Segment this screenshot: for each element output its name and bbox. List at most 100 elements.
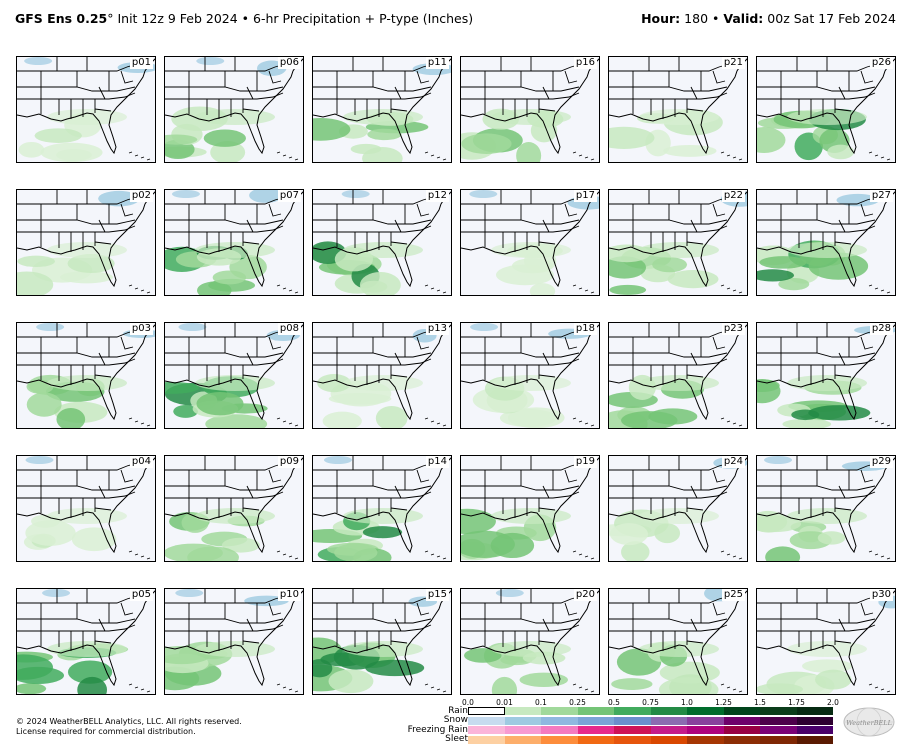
coastline [461,457,599,554]
precip-area [802,659,853,673]
state-border [564,602,578,616]
state-border [686,108,704,112]
island-outline [738,557,743,560]
island-outline [294,690,299,693]
island-outline [584,555,589,558]
island-outline [880,688,885,691]
state-border [120,469,134,483]
state-border [461,618,580,624]
state-border [165,485,284,491]
island-outline [128,683,133,686]
member-label: p06 [277,57,301,69]
state-border [242,374,260,378]
legend-swatch [796,707,833,715]
state-border [609,86,728,92]
legend-swatch [468,735,505,744]
island-outline [430,420,435,423]
ensemble-member-panel: p01 [16,56,156,163]
member-label: p07 [277,190,301,202]
island-outline [578,553,583,556]
legend-color-row [468,707,833,715]
precip-map [165,456,303,561]
state-border [313,618,432,624]
precip-area [519,672,568,688]
legend-swatch [577,707,614,715]
island-outline [868,417,873,420]
state-border [17,352,136,358]
state-border [564,336,578,350]
state-border [98,352,106,366]
precip-area [621,541,650,561]
state-border [564,70,578,84]
island-outline [128,151,133,154]
island-outline [436,555,441,558]
precip-area [609,284,647,295]
state-border [390,507,408,511]
precip-area [808,252,869,280]
precip-map [757,57,895,162]
precip-area [25,520,76,546]
state-border [538,374,556,378]
precip-area [360,280,388,293]
member-label: p01 [129,57,153,69]
ensemble-member-panel: p22 [608,189,748,296]
island-outline [584,156,589,159]
ensemble-member-panel: p18 [460,322,600,429]
member-label: p11 [425,57,449,69]
island-outline [738,690,743,693]
coastline [17,457,155,554]
state-border [94,241,112,245]
precip-area [609,523,649,546]
valid-value: 00z Sat 17 Feb 2024 [763,11,896,26]
bell-globe-icon: WeatherBELL [843,707,895,737]
precip-area [639,109,719,125]
state-border [651,358,728,366]
state-border [609,485,728,491]
island-outline [288,688,293,691]
legend-swatch [723,726,760,734]
island-outline [886,690,891,693]
state-border [651,92,728,100]
island-outline [732,555,737,558]
legend-tick: 1.0 [681,698,693,707]
header-separator: • [712,11,724,26]
island-outline [436,156,441,159]
precip-map [17,323,155,428]
precip-area [25,456,54,464]
island-outline [134,686,139,689]
footer: © 2024 WeatherBELL Analytics, LLC. All r… [16,717,242,737]
precip-area [787,242,867,258]
legend-swatch [468,716,505,725]
island-outline [442,424,447,427]
precip-area [18,141,45,158]
ensemble-member-panel: p11 [312,56,452,163]
precip-area [317,374,351,393]
degree-mark: ° [107,11,114,26]
coastline [17,590,155,687]
precip-area [611,678,653,690]
legend-swatch [760,735,797,744]
precip-area [323,456,352,464]
island-outline [288,555,293,558]
island-outline [294,557,299,560]
state-border [834,507,852,511]
legend-swatch [614,707,651,715]
island-outline [282,420,287,423]
state-border [503,358,580,366]
state-border [690,86,698,100]
precip-area [47,375,127,391]
ensemble-member-panel: p10 [164,588,304,695]
island-outline [282,287,287,290]
precip-area [609,256,647,279]
member-label: p08 [277,323,301,335]
state-border [246,352,254,366]
state-border [542,618,550,632]
state-border [564,203,578,217]
precip-area [375,405,408,428]
legend-swatch [504,735,541,744]
state-border [390,640,408,644]
coastline [313,457,451,554]
legend-tick: 0.0 [462,698,474,707]
state-border [838,485,846,499]
state-border [17,86,136,92]
